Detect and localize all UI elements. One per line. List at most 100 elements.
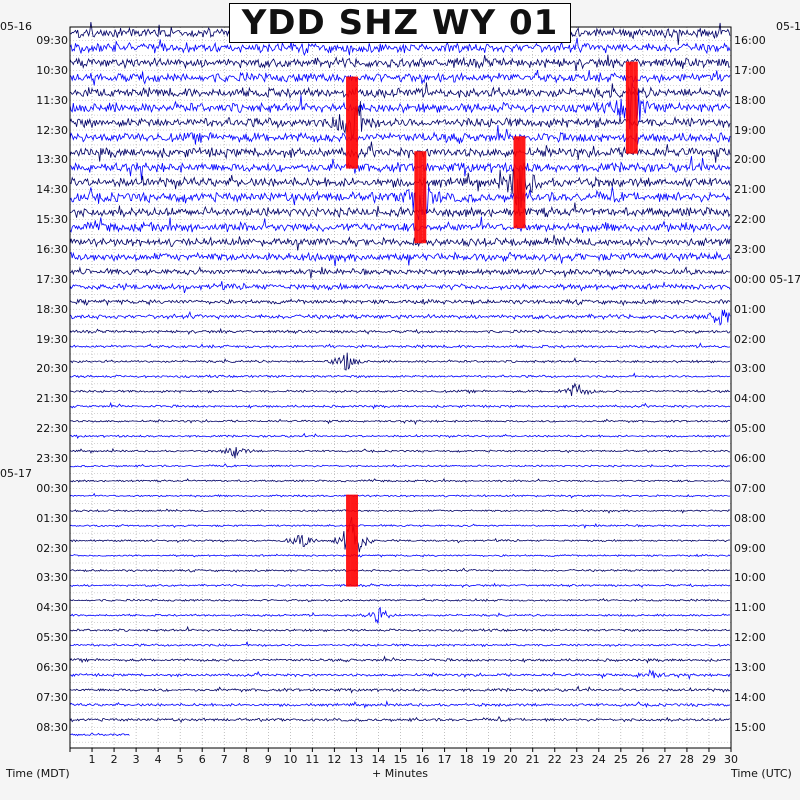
seismic-trace — [69, 101, 731, 141]
seismic-trace — [69, 250, 731, 267]
left-time-label: 19:30 — [36, 332, 68, 346]
right-time-label: 18:00 — [734, 93, 766, 107]
left-time-label: 05:30 — [36, 631, 68, 645]
left-time-label: 03:30 — [36, 571, 68, 585]
seismic-trace — [69, 54, 731, 71]
left-time-label: 10:30 — [36, 63, 68, 77]
grid-lines — [70, 27, 731, 748]
seismic-trace — [69, 432, 731, 440]
x-axis-label: + Minutes — [372, 767, 429, 780]
right-axis-label: Time (UTC) — [731, 767, 792, 780]
seismic-trace — [69, 732, 130, 737]
left-time-label: 14:30 — [36, 183, 68, 197]
seismic-trace — [69, 700, 731, 709]
seismic-trace — [69, 641, 731, 648]
right-time-label: 14:00 — [734, 690, 766, 704]
seismic-trace — [69, 715, 731, 724]
seismic-trace — [69, 567, 731, 573]
seismic-trace — [69, 141, 731, 163]
left-time-label: 18:30 — [36, 302, 68, 316]
seismic-trace — [69, 327, 731, 336]
right-time-label: 02:00 — [734, 332, 766, 346]
right-time-label: 11:00 — [734, 601, 766, 615]
clip-marker — [521, 136, 526, 229]
seismic-trace — [69, 478, 731, 483]
right-time-label: 12:00 — [734, 631, 766, 645]
x-tick-label: 1 — [88, 753, 96, 766]
x-tick-label: 14 — [371, 753, 386, 766]
x-tick-label: 12 — [327, 753, 342, 766]
left-time-label: 06:30 — [36, 661, 68, 675]
right-time-label: 04:00 — [734, 392, 766, 406]
seismic-trace — [69, 492, 731, 499]
trace-lines — [69, 22, 731, 737]
seismic-trace — [69, 266, 731, 279]
x-tick-label: 6 — [198, 753, 206, 766]
clip-marker — [422, 151, 427, 244]
chart-title: YDD SHZ WY 01 — [229, 3, 571, 43]
seismic-trace — [69, 342, 731, 349]
left-time-label: 00:30 — [36, 481, 68, 495]
seismic-trace — [69, 309, 731, 326]
seismic-trace — [69, 606, 731, 624]
right-time-label: 03:00 — [734, 362, 766, 376]
left-time-label: 09:30 — [36, 34, 68, 47]
seismic-trace — [69, 37, 731, 56]
right-time-label: 13:00 — [734, 661, 766, 675]
left-time-label: 21:30 — [36, 392, 68, 406]
seismic-trace — [69, 517, 731, 553]
right-time-label: 07:00 — [734, 481, 766, 495]
clip-marker — [346, 76, 351, 169]
left-time-label: 15:30 — [36, 213, 68, 227]
left-time-label: 02:30 — [36, 541, 68, 555]
left-time-label: 11:30 — [36, 93, 68, 107]
x-tick-label: 18 — [459, 753, 474, 766]
seismic-trace — [69, 162, 731, 210]
seismic-trace — [69, 202, 731, 218]
clip-marker — [350, 494, 355, 587]
seismic-trace — [69, 156, 731, 181]
x-tick-label: 13 — [349, 753, 364, 766]
left-time-label: 04:30 — [36, 601, 68, 615]
x-tick-label: 22 — [547, 753, 562, 766]
x-tick-label: 9 — [264, 753, 272, 766]
seismic-trace — [69, 372, 731, 379]
clip-marker — [418, 151, 423, 244]
left-date-label: 05-17 — [0, 467, 32, 480]
left-time-label: 22:30 — [36, 422, 68, 436]
clip-marker — [353, 76, 358, 169]
clip-marker — [350, 76, 355, 169]
right-time-label: 15:00 — [734, 720, 766, 734]
right-time-label: 08:00 — [734, 511, 766, 525]
x-tick-label: 20 — [503, 753, 518, 766]
x-tick-label: 17 — [437, 753, 452, 766]
right-time-label: 01:00 — [734, 302, 766, 316]
right-time-label: 17:00 — [734, 63, 766, 77]
left-time-label: 08:30 — [36, 720, 68, 734]
clip-markers — [346, 61, 638, 587]
seismic-trace — [69, 216, 731, 234]
seismic-trace — [69, 281, 731, 294]
right-time-label: 05:00 — [734, 422, 766, 436]
clip-marker — [513, 136, 518, 229]
x-tick-label: 11 — [305, 753, 320, 766]
seismic-trace — [70, 668, 731, 681]
x-tick-label: 15 — [393, 753, 408, 766]
x-tick-label: 24 — [591, 753, 606, 766]
x-tick-label: 25 — [613, 753, 628, 766]
x-tick-label: 5 — [176, 753, 184, 766]
right-time-label: 19:00 — [734, 123, 766, 137]
x-tick-label: 27 — [657, 753, 672, 766]
left-time-label: 07:30 — [36, 690, 68, 704]
x-tick-label: 16 — [415, 753, 430, 766]
seismic-trace — [69, 401, 731, 410]
clip-marker — [517, 136, 522, 229]
seismic-trace — [69, 418, 731, 426]
seismic-trace — [69, 298, 731, 307]
right-time-label: 23:00 — [734, 243, 766, 257]
seismic-trace — [69, 685, 731, 694]
clip-marker — [633, 61, 638, 154]
seismic-trace — [69, 582, 731, 588]
x-tick-label: 3 — [132, 753, 140, 766]
